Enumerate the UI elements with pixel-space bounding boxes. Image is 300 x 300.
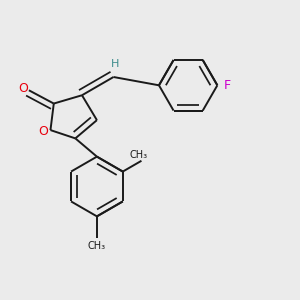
- Text: F: F: [224, 79, 231, 92]
- Text: H: H: [111, 59, 119, 69]
- Text: CH₃: CH₃: [129, 150, 147, 160]
- Text: O: O: [38, 125, 48, 138]
- Text: O: O: [18, 82, 28, 95]
- Text: CH₃: CH₃: [88, 241, 106, 251]
